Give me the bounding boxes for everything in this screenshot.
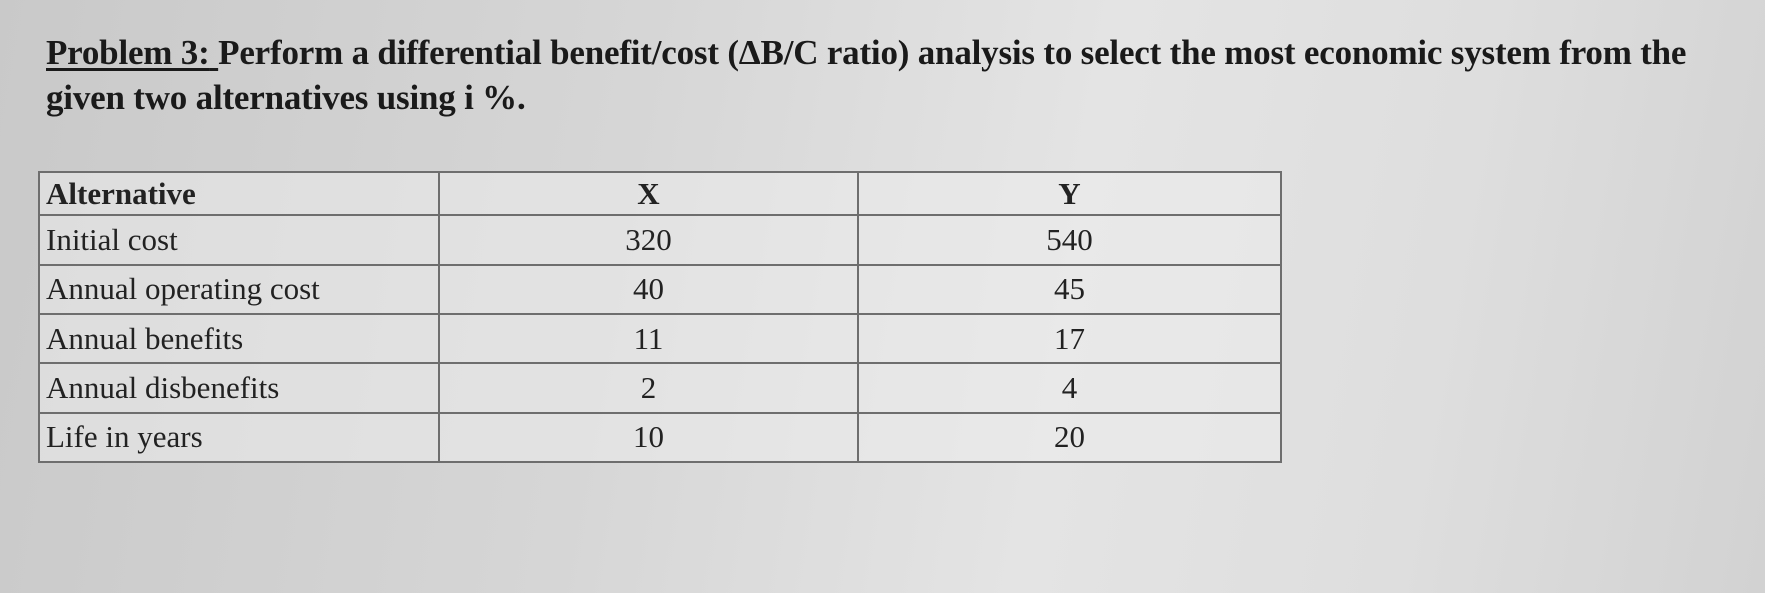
table-row: Annual disbenefits 2 4 — [38, 362, 1282, 414]
table-header-row: Alternative X Y — [38, 170, 1282, 217]
cell-x: 2 — [438, 362, 859, 414]
cell-x: 320 — [438, 214, 859, 266]
header-x: X — [438, 170, 859, 217]
header-y: Y — [857, 170, 1282, 217]
cell-y: 17 — [857, 312, 1282, 365]
problem-label: Problem 3: — [46, 33, 210, 72]
cell-y: 45 — [857, 263, 1282, 315]
table-row: Life in years 10 20 — [38, 411, 1282, 464]
row-label: Initial cost — [38, 214, 440, 266]
row-label: Annual operating cost — [38, 263, 440, 315]
header-alternative: Alternative — [38, 170, 440, 217]
cell-x: 10 — [438, 411, 859, 464]
row-label: Annual benefits — [38, 312, 440, 365]
cell-y: 20 — [857, 411, 1282, 464]
problem-statement: Problem 3: Perform a differential benefi… — [46, 30, 1746, 120]
table-row: Initial cost 320 540 — [38, 214, 1282, 266]
cell-y: 4 — [857, 362, 1282, 414]
cell-x: 40 — [438, 263, 859, 315]
problem-text: Perform a differential benefit/cost (ΔB/… — [46, 33, 1687, 117]
alternatives-table: Alternative X Y Initial cost 320 540 Ann… — [38, 170, 1282, 464]
cell-y: 540 — [857, 214, 1282, 266]
table-row: Annual operating cost 40 45 — [38, 263, 1282, 315]
row-label: Annual disbenefits — [38, 362, 440, 414]
cell-x: 11 — [438, 312, 859, 365]
table-row: Annual benefits 11 17 — [38, 312, 1282, 365]
row-label: Life in years — [38, 411, 440, 464]
